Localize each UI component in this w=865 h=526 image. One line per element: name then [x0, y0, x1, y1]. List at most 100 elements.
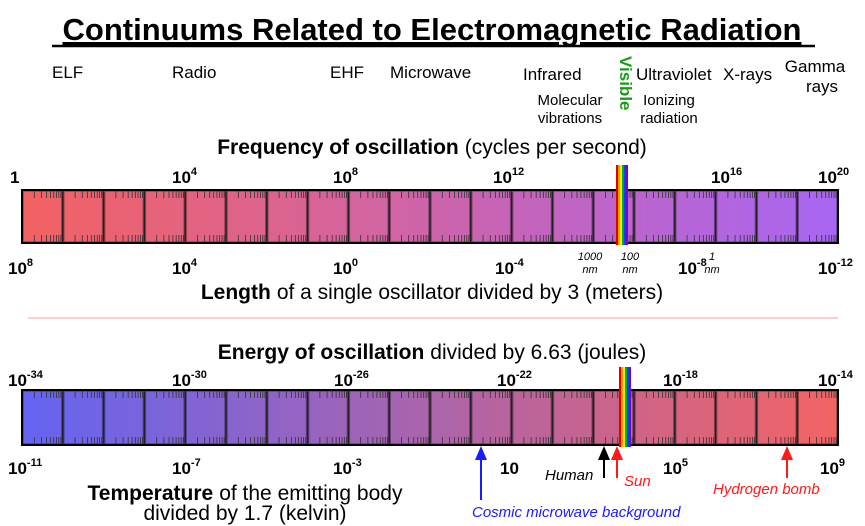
band-label: Gamma	[785, 57, 846, 76]
tick-label: 1	[10, 168, 19, 187]
tick-base: 10	[8, 459, 27, 478]
axis-label: Temperature of the emitting body	[88, 482, 403, 505]
arrow-head	[598, 446, 610, 460]
band-label: Radio	[172, 63, 216, 82]
tick-base: 10	[334, 371, 353, 390]
title: Continuums Related to Electromagnetic Ra…	[63, 12, 802, 47]
tick-base: 10	[172, 259, 191, 278]
tick-label: 10-12	[818, 257, 853, 278]
tick-exponent: -12	[837, 257, 853, 269]
tick-label: 105	[663, 457, 688, 478]
axis-label: Energy of oscillation divided by 6.63 (jo…	[218, 341, 647, 364]
tick-exponent: 9	[839, 457, 845, 469]
visible-stripe	[618, 165, 620, 245]
band-label: rays	[806, 77, 838, 96]
tick-base: 10	[333, 259, 352, 278]
tick-label: 104	[172, 257, 198, 278]
axis-label-rest: of the emitting body	[219, 482, 403, 505]
tick-exponent: -3	[352, 457, 362, 469]
tick-label: 109	[820, 457, 845, 478]
visible-stripe	[616, 165, 618, 245]
sublabel: radiation	[640, 110, 698, 127]
tick-base: 10	[172, 459, 191, 478]
tick-label: 1020	[818, 166, 849, 187]
visible-stripe	[627, 367, 629, 447]
axis-label-rest: divided by 6.63 (joules)	[430, 341, 646, 364]
tick-exponent: -14	[837, 369, 854, 381]
frequency-bar	[21, 165, 839, 245]
tick-label: 1012	[493, 166, 524, 187]
tick-label: 1016	[711, 166, 742, 187]
band-label: Infrared	[523, 65, 582, 84]
tick-base: 10	[495, 259, 514, 278]
tick-label: 108	[333, 166, 358, 187]
band-label: X-rays	[723, 65, 772, 84]
visible-stripe	[625, 367, 627, 447]
visible-stripe	[626, 165, 628, 245]
tick-label: 104	[172, 166, 198, 187]
tick-label: 10-30	[172, 369, 207, 390]
sublabel: vibrations	[538, 110, 602, 127]
band-label: Ultraviolet	[636, 65, 712, 84]
axis-label: divided by 1.7 (kelvin)	[143, 502, 346, 525]
band-label: Microwave	[390, 63, 471, 82]
tick-exponent: 4	[191, 166, 198, 178]
tick-base: 10	[711, 168, 730, 187]
tick-label: 10-26	[334, 369, 369, 390]
arrow-head	[611, 446, 623, 460]
tick-label: 10-14	[818, 369, 854, 390]
axis-label: Frequency of oscillation (cycles per seco…	[217, 136, 647, 159]
band-label: EHF	[330, 63, 364, 82]
tick-exponent: 12	[512, 166, 524, 178]
tick-base: 1	[10, 168, 19, 187]
tick-exponent: 4	[191, 257, 198, 269]
visible-stripe	[621, 367, 623, 447]
tick-base: 10	[493, 168, 512, 187]
axis-label-bold: Frequency of oscillation	[217, 136, 459, 159]
visible-stripe	[623, 367, 625, 447]
tick-label: 10-8	[678, 257, 707, 278]
annotation: Cosmic microwave background	[472, 504, 681, 521]
tick-base: 10	[172, 371, 191, 390]
visible-stripe	[629, 367, 631, 447]
sublabel: Ionizing	[643, 92, 695, 109]
bar-border	[21, 189, 839, 244]
axis-label-rest: (cycles per second)	[465, 136, 647, 159]
tick-base: 10	[818, 371, 837, 390]
tick-label: 10-18	[663, 369, 698, 390]
tick-exponent: -8	[697, 257, 707, 269]
axis-label-rest: of a single oscillator divided by 3 (met…	[277, 281, 663, 304]
tick-label: 10-34	[8, 369, 44, 390]
tick-exponent: -26	[353, 369, 369, 381]
tick-label: 10-11	[8, 457, 42, 478]
sublabel: Molecular	[537, 92, 602, 109]
nm-label: nm	[622, 264, 637, 276]
tick-exponent: -11	[27, 457, 42, 469]
tick-exponent: -4	[514, 257, 525, 269]
visible-stripe	[619, 367, 621, 447]
energy-bar	[21, 367, 839, 447]
axis-label-bold: Length	[201, 281, 271, 304]
tick-exponent: 0	[352, 257, 358, 269]
bar-border	[21, 389, 839, 446]
tick-exponent: -30	[191, 369, 207, 381]
tick-label: 10	[500, 459, 519, 478]
band-label: ELF	[52, 63, 83, 82]
tick-base: 10	[333, 459, 352, 478]
tick-exponent: 5	[682, 457, 688, 469]
tick-base: 10	[8, 259, 27, 278]
axis-label: Length of a single oscillator divided by …	[201, 281, 663, 304]
axis-label-bold: Energy of oscillation	[218, 341, 425, 364]
visible-stripe	[620, 165, 622, 245]
tick-exponent: 8	[27, 257, 33, 269]
arrow-head	[475, 446, 487, 460]
tick-label: 10-3	[333, 457, 362, 478]
tick-base: 10	[500, 459, 519, 478]
tick-base: 10	[663, 459, 682, 478]
nm-label: nm	[582, 264, 597, 276]
tick-exponent: -18	[682, 369, 698, 381]
tick-exponent: 16	[730, 166, 742, 178]
nm-label: 100	[621, 251, 640, 263]
